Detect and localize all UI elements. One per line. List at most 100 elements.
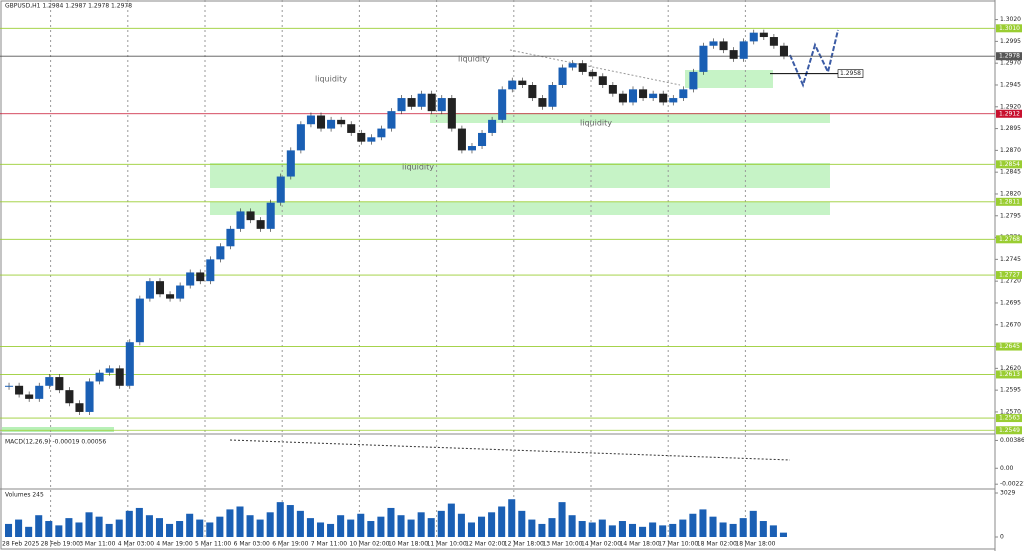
x-tick-label: 12 Mar 18:00 — [504, 541, 544, 548]
x-tick-label: 10 Mar 18:00 — [388, 541, 428, 548]
y-tick-label: 1.2720 — [1000, 278, 1021, 285]
level-label: 1.2549 — [999, 427, 1020, 434]
y-tick-label: 1.3020 — [1000, 16, 1021, 23]
y-tick-label: 1.2695 — [1000, 299, 1021, 306]
zone — [685, 70, 773, 88]
candle — [75, 403, 84, 412]
zone — [2, 427, 114, 432]
volume-bar — [749, 510, 757, 537]
volume-bar — [729, 523, 737, 537]
annotation: liquidity — [580, 119, 612, 128]
level-tag — [996, 271, 1022, 280]
volume-bar — [196, 519, 204, 537]
x-tick-label: 5 Mar 11:00 — [195, 541, 231, 548]
y-tick-label: 1.2595 — [1000, 387, 1021, 394]
volume-bar — [95, 516, 103, 537]
volume-bar — [216, 516, 224, 537]
level-tag — [996, 342, 1022, 351]
candle — [85, 381, 94, 412]
x-tick-label: 7 Mar 11:00 — [311, 541, 347, 548]
candle — [256, 220, 265, 229]
level-label: 1.2978 — [999, 53, 1020, 60]
volume-bar — [266, 512, 274, 537]
level-label: 1.2727 — [999, 272, 1020, 279]
y-tick-label: 1.2795 — [1000, 212, 1021, 219]
y-tick-label: 1.2995 — [1000, 38, 1021, 45]
candle — [15, 385, 24, 395]
candle — [115, 368, 124, 386]
volume-bar — [437, 510, 445, 537]
zone — [430, 113, 830, 123]
projection — [789, 29, 839, 88]
volume-bar — [296, 510, 304, 537]
volume-bar — [246, 515, 254, 537]
macd-label: MACD(12,26,9) -0.00019 0.00056 — [5, 439, 106, 446]
zone — [210, 163, 830, 188]
candle — [417, 93, 426, 107]
candle — [316, 115, 326, 129]
level-label: 1.2613 — [999, 371, 1020, 378]
y-tick-label: 1.2745 — [1000, 256, 1021, 263]
volume-bar — [55, 525, 63, 537]
volume-bar — [276, 502, 284, 537]
candle — [578, 63, 587, 72]
volume-bar — [618, 521, 626, 537]
volume-bar — [478, 516, 486, 537]
candle — [306, 115, 315, 125]
volume-bar — [528, 519, 536, 537]
candle — [337, 119, 346, 125]
candle — [749, 32, 758, 42]
level-tag — [996, 414, 1022, 423]
volume-bar — [628, 523, 637, 537]
volume-bar — [357, 513, 365, 537]
volume-bar — [659, 525, 667, 537]
y-tick-label: 0 — [1000, 534, 1004, 541]
candle — [347, 124, 356, 133]
y-tick-label: 1.2670 — [1000, 321, 1021, 328]
volume-bar — [5, 523, 13, 537]
volume-bar — [457, 513, 465, 537]
candle — [498, 89, 507, 120]
candle — [216, 246, 225, 260]
candle — [427, 93, 436, 112]
candle — [236, 211, 245, 229]
candle — [266, 202, 275, 229]
candle — [508, 80, 517, 90]
candle — [779, 45, 788, 57]
candle — [166, 294, 175, 299]
level-tag — [996, 52, 1022, 61]
candle — [548, 84, 557, 107]
candle — [246, 211, 255, 221]
candle — [608, 84, 617, 94]
candle — [125, 342, 134, 386]
volume-bar — [145, 515, 153, 537]
volume-bar — [206, 522, 214, 537]
volume-bar — [739, 518, 747, 537]
level-tag — [996, 426, 1022, 435]
y-tick-label: 0.00386 — [1000, 437, 1024, 444]
volume-bar — [306, 518, 314, 537]
candle — [357, 132, 366, 142]
x-tick-label: 18 Mar 02:00 — [697, 541, 737, 548]
volume-bar — [85, 512, 93, 537]
annotation: liquidity — [402, 163, 434, 172]
volume-bar — [226, 509, 234, 537]
volume-bar — [488, 512, 496, 537]
volume-bar — [75, 522, 83, 537]
candle — [196, 272, 205, 282]
volume-bar — [447, 503, 455, 537]
volume-bar — [608, 525, 616, 537]
candle — [538, 98, 547, 107]
x-tick-label: 3 Mar 11:00 — [79, 541, 115, 548]
annotation: liquidity — [315, 75, 347, 84]
volume-bar — [236, 506, 244, 537]
volume-bar — [639, 526, 647, 537]
level-tag — [996, 109, 1022, 118]
x-tick-label: 4 Mar 19:00 — [156, 541, 192, 548]
level-label: 1.2811 — [999, 198, 1020, 205]
candle — [568, 63, 577, 68]
volume-bar — [588, 522, 596, 537]
x-tick-label: 6 Mar 19:00 — [272, 541, 308, 548]
level-label: 1.2645 — [999, 343, 1020, 350]
